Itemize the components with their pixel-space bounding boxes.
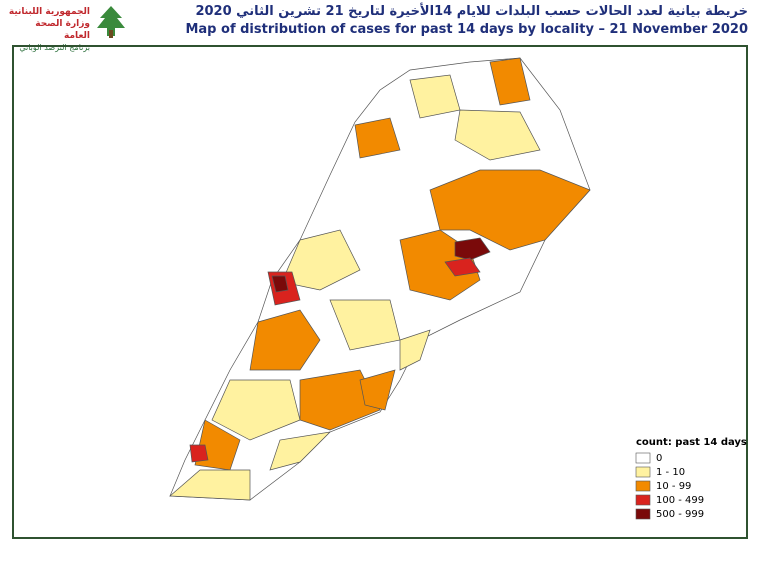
region [269, 431, 332, 471]
legend-label: 10 - 99 [656, 481, 691, 492]
legend-swatch [635, 494, 651, 506]
region [169, 469, 251, 501]
map-frame [12, 45, 748, 539]
cedar-logo [97, 6, 125, 38]
region [454, 109, 541, 161]
legend-swatch [635, 466, 651, 478]
legend-title: count: past 14 days [636, 437, 747, 448]
legend-label: 0 [656, 453, 662, 464]
region [249, 309, 321, 371]
logo-line: برنامج الترصد الوبائي [19, 43, 90, 52]
region [299, 369, 381, 431]
region [444, 257, 481, 277]
region [429, 169, 591, 251]
region [399, 329, 431, 371]
region [211, 379, 301, 441]
legend-swatch [635, 452, 651, 464]
region [359, 369, 396, 411]
region [189, 444, 209, 463]
title-english: Map of distribution of cases for past 14… [185, 22, 748, 37]
legend-swatch [635, 480, 651, 492]
region [489, 57, 531, 106]
region [271, 275, 289, 293]
title-arabic: خريطة بيانية لعدد الحالات حسب البلدات لل… [195, 4, 748, 19]
logo-text: الجمهورية اللبنانية وزارة الصحة العامة ب… [8, 6, 90, 54]
logo-line: وزارة الصحة العامة [35, 19, 90, 41]
legend-swatch [635, 508, 651, 520]
legend-label: 1 - 10 [656, 467, 685, 478]
region [354, 117, 401, 159]
legend-label: 500 - 999 [656, 509, 704, 520]
region [454, 237, 491, 261]
legend-label: 100 - 499 [656, 495, 704, 506]
logo-line: الجمهورية اللبنانية [8, 7, 90, 17]
